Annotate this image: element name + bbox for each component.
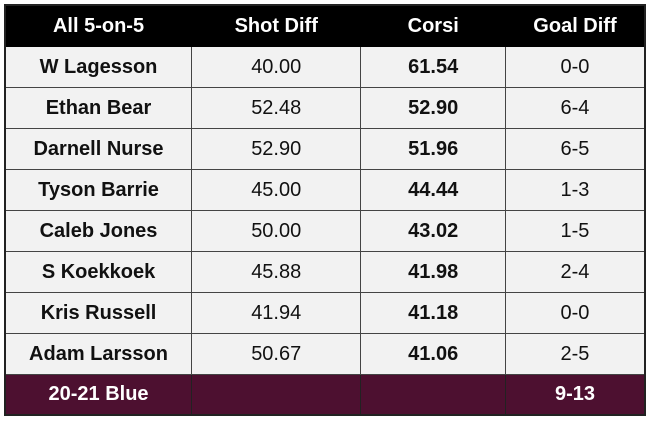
corsi: 41.06 [360,333,506,375]
corsi: 43.02 [360,210,506,252]
goal-diff: 1-3 [504,169,646,211]
corsi: 52.90 [360,87,506,129]
header-cell: Goal Diff [504,4,646,47]
goal-diff: 0-0 [504,292,646,334]
shot-diff: 52.48 [191,87,362,129]
player-name: S Koekkoek [4,251,193,293]
player-name: Tyson Barrie [4,169,193,211]
goal-diff: 1-5 [504,210,646,252]
footer-goal-diff: 9-13 [504,374,646,416]
shot-diff: 52.90 [191,128,362,170]
corsi: 41.98 [360,251,506,293]
table-header: All 5-on-5 Shot Diff Corsi Goal Diff [4,4,646,47]
table-row: Ethan Bear 52.48 52.90 6-4 [4,87,646,129]
footer-row: 20-21 Blue 9-13 [4,374,646,416]
player-name: Adam Larsson [4,333,193,375]
corsi: 51.96 [360,128,506,170]
shot-diff: 41.94 [191,292,362,334]
table-body: W Lagesson 40.00 61.54 0-0 Ethan Bear 52.48 52… [4,46,646,375]
footer-cell [191,374,362,416]
goal-diff: 6-4 [504,87,646,129]
goal-diff: 2-5 [504,333,646,375]
table-row: Darnell Nurse 52.90 51.96 6-5 [4,128,646,170]
corsi: 41.18 [360,292,506,334]
header-cell: Corsi [360,4,506,47]
player-name: Ethan Bear [4,87,193,129]
header-cell: All 5-on-5 [4,4,193,47]
player-name: Kris Russell [4,292,193,334]
shot-diff: 50.67 [191,333,362,375]
goal-diff: 6-5 [504,128,646,170]
header-cell: Shot Diff [191,4,362,47]
table-row: Caleb Jones 50.00 43.02 1-5 [4,210,646,252]
goal-diff: 0-0 [504,46,646,88]
corsi: 61.54 [360,46,506,88]
footer-label: 20-21 Blue [4,374,193,416]
footer-cell [360,374,506,416]
table-row: Kris Russell 41.94 41.18 0-0 [4,292,646,334]
shot-diff: 45.88 [191,251,362,293]
header-row: All 5-on-5 Shot Diff Corsi Goal Diff [4,4,646,47]
shot-diff: 40.00 [191,46,362,88]
shot-diff: 50.00 [191,210,362,252]
shot-diff: 45.00 [191,169,362,211]
table-row: Tyson Barrie 45.00 44.44 1-3 [4,169,646,211]
player-name: W Lagesson [4,46,193,88]
goal-diff: 2-4 [504,251,646,293]
stats-table: All 5-on-5 Shot Diff Corsi Goal Diff W Lage… [4,4,646,416]
table-row: S Koekkoek 45.88 41.98 2-4 [4,251,646,293]
corsi: 44.44 [360,169,506,211]
player-name: Caleb Jones [4,210,193,252]
table-row: W Lagesson 40.00 61.54 0-0 [4,46,646,88]
table-row: Adam Larsson 50.67 41.06 2-5 [4,333,646,375]
table-footer: 20-21 Blue 9-13 [4,374,646,416]
player-name: Darnell Nurse [4,128,193,170]
